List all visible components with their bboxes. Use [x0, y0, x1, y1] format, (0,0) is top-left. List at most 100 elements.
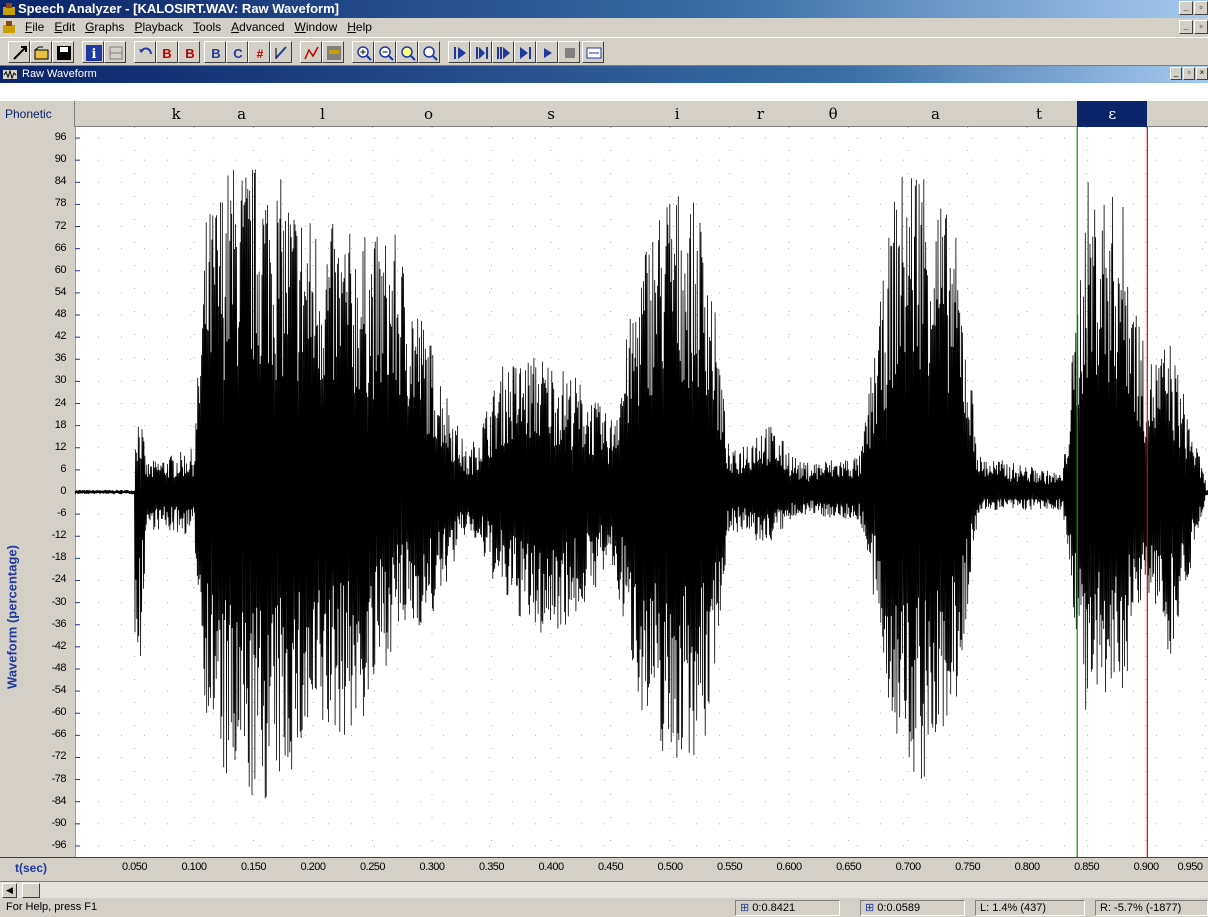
y-tick-label: 84 [54, 175, 67, 188]
save-icon [57, 46, 71, 60]
marker-button[interactable]: # [248, 41, 270, 63]
player-icon [586, 47, 602, 59]
segment-next-button[interactable]: C [226, 41, 248, 63]
phonetic-segment[interactable]: r [756, 105, 765, 123]
phonetic-segment[interactable]: l [320, 105, 325, 123]
menu-playback[interactable]: Playback [134, 20, 184, 34]
status-length: ⊞ 0:0.0589 [860, 900, 965, 916]
phonetic-segment[interactable]: a [237, 105, 247, 123]
menu-edit[interactable]: Edit [54, 20, 76, 34]
scroll-thumb[interactable] [22, 883, 40, 898]
menu-advanced[interactable]: Advanced [231, 20, 285, 34]
y-tick-label: 66 [54, 241, 67, 254]
mdi-restore-button[interactable]: ▫ [1194, 20, 1208, 34]
title-bar[interactable]: Speech Analyzer - [KALOSIRT.WAV: Raw Wav… [0, 0, 1208, 18]
zoom-full-button[interactable] [418, 41, 440, 63]
menu-graphs[interactable]: Graphs [85, 20, 125, 34]
play-window-button[interactable] [492, 41, 514, 63]
stop-button[interactable] [558, 41, 580, 63]
phonetic-segment[interactable]: θ [828, 105, 838, 123]
select-button[interactable] [8, 41, 30, 63]
maximize-button[interactable]: ▫ [1194, 1, 1208, 15]
child-title-bar[interactable]: Raw Waveform _ ▫ × [0, 66, 1208, 83]
x-tick-label: 0.550 [717, 861, 743, 873]
add-boundary-button[interactable]: B [156, 41, 178, 63]
y-axis: Waveform (percentage) 96 90 84 78 72 66 60 54 48… [0, 127, 75, 857]
status-left-amplitude: L: 1.4% (437) [975, 900, 1085, 916]
play-start-button[interactable] [448, 41, 470, 63]
child-maximize-button[interactable]: ▫ [1183, 67, 1195, 80]
phonetic-segment-selected[interactable]: ɛ [1077, 101, 1148, 127]
zoom-in-button[interactable] [352, 41, 374, 63]
y-tick-label: 36 [54, 352, 67, 365]
phonetic-segment[interactable]: a [930, 105, 940, 123]
zoom-full-icon [423, 46, 438, 61]
x-tick-label: 0.050 [121, 861, 148, 873]
minimize-button[interactable]: _ [1179, 1, 1193, 15]
y-tick-label: -36 [51, 617, 67, 630]
y-tick-label: 96 [54, 131, 67, 144]
graph-button[interactable] [300, 41, 322, 63]
play-button[interactable] [536, 41, 558, 63]
y-tick-label: 24 [54, 396, 67, 409]
x-tick-label: 0.600 [776, 861, 803, 873]
undo-button[interactable] [134, 41, 156, 63]
horizontal-scrollbar[interactable]: ◀ [0, 881, 1208, 898]
player-button[interactable] [582, 41, 604, 63]
graph-icon [304, 46, 319, 60]
remove-boundary-icon: B [185, 46, 194, 61]
menu-bar: File Edit Graphs Playback Tools Advanced Windo… [0, 18, 1208, 37]
zoom-out-button[interactable] [374, 41, 396, 63]
zoom-fit-icon [401, 46, 416, 61]
x-tick-label: 0.800 [1014, 861, 1041, 873]
play-end-button[interactable] [514, 41, 536, 63]
waveform-svg[interactable] [74, 127, 1208, 857]
svg-text:#: # [257, 47, 264, 61]
scroll-left-button[interactable]: ◀ [2, 883, 17, 898]
y-tick-label: -96 [51, 838, 67, 851]
menu-help[interactable]: Help [347, 20, 372, 34]
add-boundary-icon: B [162, 46, 171, 61]
child-minimize-button[interactable]: _ [1170, 67, 1182, 80]
x-axis-label: t(sec) [15, 861, 48, 875]
edit-icon [275, 46, 287, 59]
phonetic-segment[interactable]: s [547, 105, 555, 123]
phonetic-segment[interactable]: t [1035, 105, 1043, 123]
zoom-fit-button[interactable] [396, 41, 418, 63]
x-tick-label: 0.150 [241, 861, 267, 873]
waveform-plot[interactable] [74, 127, 1208, 857]
layout-button[interactable] [104, 41, 126, 63]
save-button[interactable] [52, 41, 74, 63]
info-button[interactable]: i [82, 41, 104, 63]
x-tick-label: 0.250 [360, 861, 386, 873]
phonetic-segment[interactable]: i [674, 105, 680, 123]
open-button[interactable] [30, 41, 52, 63]
spectrogram-icon [327, 46, 341, 60]
status-help: For Help, press F1 [6, 901, 98, 913]
x-tick-label: 0.500 [657, 861, 684, 873]
y-tick-label: 12 [54, 440, 67, 453]
phonetic-segment[interactable]: k [171, 105, 181, 123]
document-icon[interactable] [2, 20, 16, 34]
menu-file[interactable]: File [25, 20, 45, 34]
play-segment-icon [476, 47, 488, 59]
remove-boundary-button[interactable]: B [178, 41, 200, 63]
segment-button[interactable]: B [204, 41, 226, 63]
segment-next-icon: C [233, 46, 243, 61]
y-tick-label: -60 [51, 706, 67, 719]
edit-button[interactable] [270, 41, 292, 63]
y-tick-label: 18 [54, 418, 67, 431]
phonetic-segment[interactable]: o [423, 105, 433, 123]
undo-icon [139, 47, 152, 55]
spectrogram-button[interactable] [322, 41, 344, 63]
x-tick-label: 0.950 [1177, 861, 1203, 873]
play-segment-button[interactable] [470, 41, 492, 63]
status-length-value: 0:0.0589 [877, 902, 921, 914]
y-tick-label: 0 [60, 485, 66, 497]
menu-window[interactable]: Window [294, 20, 338, 34]
child-close-button[interactable]: × [1196, 67, 1208, 80]
phonetic-label: Phonetic [0, 101, 75, 127]
mdi-minimize-button[interactable]: _ [1179, 20, 1193, 34]
menu-tools[interactable]: Tools [193, 20, 222, 34]
